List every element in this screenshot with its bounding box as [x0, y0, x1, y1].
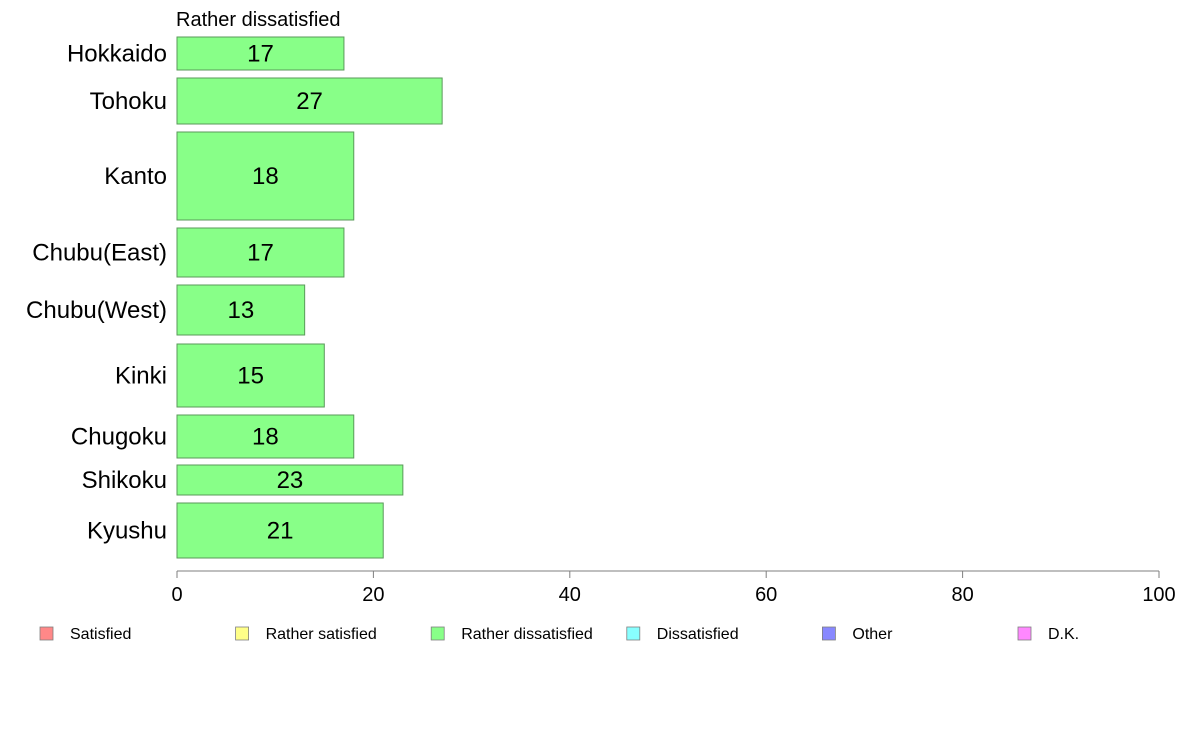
legend-swatch: [822, 626, 836, 641]
x-tick-label: 0: [171, 584, 182, 606]
category-label: Kinki: [115, 363, 167, 390]
bar-value-label: 23: [277, 467, 304, 494]
bar-value-label: 17: [247, 41, 274, 68]
x-tick-label: 100: [1142, 584, 1175, 606]
chart-title: Rather dissatisfied: [176, 9, 341, 31]
legend-label: Rather satisfied: [266, 626, 377, 643]
bar-value-label: 21: [267, 518, 294, 545]
bar-kinki: [176, 343, 325, 408]
legend: Satisfied Rather satisfied Rather dissatis…: [39, 626, 1079, 643]
legend-label: Dissatisfied: [657, 626, 739, 643]
category-label: Shikoku: [82, 467, 167, 494]
bar-hokkaido: [176, 36, 345, 71]
bar-value-label: 13: [227, 297, 254, 324]
bar-tohoku: [176, 77, 443, 125]
x-tick-label: 80: [951, 584, 973, 606]
category-label: Chugoku: [71, 424, 167, 451]
bar-value-label: 18: [252, 163, 279, 190]
x-tick-label: 60: [755, 584, 777, 606]
legend-swatch: [1017, 626, 1032, 641]
legend-label: Satisfied: [70, 626, 131, 643]
category-label: Hokkaido: [67, 41, 167, 68]
bar-value-label: 15: [237, 363, 264, 390]
bar-kyushu: [176, 502, 384, 559]
bar-value-label: 18: [252, 424, 279, 451]
bar-chubu-east: [176, 227, 345, 278]
bars-group: 17 Hokkaido 27 Tohoku 18 Kanto 17 Chubu(East) 13…: [26, 36, 443, 559]
x-axis: 0 20 40 60 80 100: [171, 570, 1176, 606]
legend-swatch: [39, 626, 54, 641]
legend-label: D.K.: [1048, 626, 1079, 643]
x-tick-label: 40: [559, 584, 581, 606]
category-label: Kanto: [104, 163, 167, 190]
bar-chubu-west: [176, 284, 306, 336]
bar-value-label: 27: [296, 88, 323, 115]
legend-label: Rather dissatisfied: [461, 626, 593, 643]
legend-label: Other: [852, 626, 893, 643]
bar-shikoku: [176, 464, 404, 496]
x-tick-label: 20: [362, 584, 384, 606]
legend-swatch: [235, 626, 250, 641]
bar-kanto: [176, 131, 355, 221]
legend-swatch: [626, 626, 641, 641]
bar-value-label: 17: [247, 240, 274, 267]
bar-chugoku: [176, 414, 355, 459]
category-label: Chubu(East): [32, 240, 167, 267]
category-label: Tohoku: [90, 88, 167, 115]
category-label: Kyushu: [87, 518, 167, 545]
category-label: Chubu(West): [26, 297, 167, 324]
legend-swatch: [430, 626, 445, 641]
